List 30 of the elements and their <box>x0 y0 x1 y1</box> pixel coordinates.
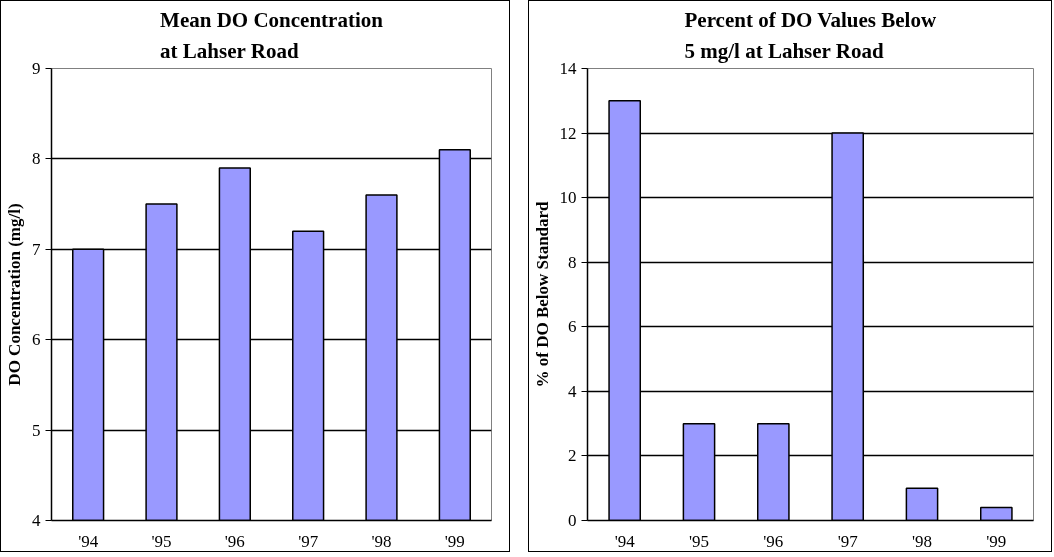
x-tick-label: '99 <box>444 531 465 551</box>
x-tick-label: '99 <box>986 531 1007 551</box>
y-tick-label: 2 <box>568 446 577 466</box>
x-tick-label: '96 <box>224 531 245 551</box>
y-tick-label: 6 <box>568 317 577 337</box>
y-tick-label: 8 <box>568 252 577 272</box>
chart-title: Percent of DO Values Below 5 mg/l at Lahser Road <box>684 8 937 64</box>
x-tick-label: '95 <box>151 531 172 551</box>
y-tick-label: 6 <box>32 330 41 350</box>
x-tick-label: '96 <box>763 531 784 551</box>
y-tick-label: 0 <box>568 511 577 530</box>
x-tick-label: '97 <box>298 531 319 551</box>
x-tick-label: '98 <box>371 531 392 551</box>
y-axis-title: % of DO Below Standard <box>532 200 552 388</box>
y-tick-label: 10 <box>559 188 577 208</box>
x-tick-label: '98 <box>911 531 933 551</box>
x-tick-label: '94 <box>78 531 99 551</box>
x-tick-label: '97 <box>837 531 859 551</box>
y-tick-label: 7 <box>32 239 41 259</box>
y-axis-title: DO Concentration (mg/l) <box>5 203 24 386</box>
x-tick-label: '95 <box>688 531 710 551</box>
y-tick-label: 9 <box>32 59 41 78</box>
chart-title: Mean DO Concentration at Lahser Road <box>160 8 384 64</box>
y-tick-label: 4 <box>568 381 577 401</box>
y-tick-label: 5 <box>32 420 41 440</box>
y-tick-label: 4 <box>32 511 41 530</box>
x-tick-label: '94 <box>614 531 636 551</box>
y-tick-label: 14 <box>559 59 577 78</box>
y-tick-label: 12 <box>559 123 577 143</box>
y-tick-label: 8 <box>32 149 41 169</box>
